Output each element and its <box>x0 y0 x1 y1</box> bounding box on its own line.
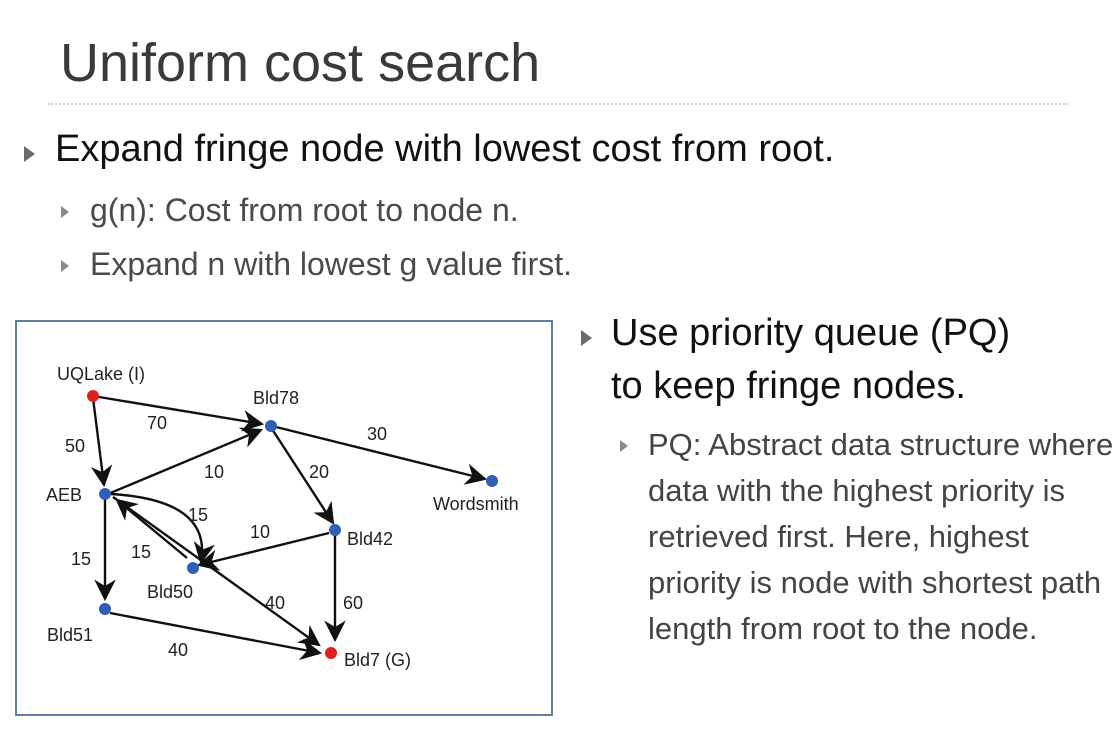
sub-bullet-expand-rule: Expand n with lowest g value first. <box>90 246 573 282</box>
node-bld42 <box>329 524 341 536</box>
edge-aeb-bld78 <box>107 427 263 496</box>
edge-aeb-bld50 <box>110 492 216 565</box>
edge-cost-label: 20 <box>309 462 329 482</box>
sub-bullet-triangle-icon <box>61 260 69 272</box>
node-label-uqlake: UQLake (I) <box>57 364 145 384</box>
node-aeb <box>99 488 111 500</box>
node-label-bld78: Bld78 <box>253 388 299 408</box>
edge-uqlake-aeb <box>90 397 113 488</box>
edge-bld78-bld42 <box>270 428 335 525</box>
node-label-aeb: AEB <box>46 485 82 505</box>
bullet-main: Expand fringe node with lowest cost from… <box>55 128 835 170</box>
edge-bld42-bld50 <box>196 531 330 571</box>
node-bld50 <box>187 562 199 574</box>
title-divider <box>48 103 1068 105</box>
sub-bullet-triangle-icon <box>61 206 69 218</box>
edge-cost-label: 30 <box>367 424 387 444</box>
bullet-triangle-icon <box>24 146 35 162</box>
sub-bullet-pq-description: PQ: Abstract data structure where data w… <box>648 427 1114 646</box>
node-label-bld42: Bld42 <box>347 529 393 549</box>
node-uqlake <box>87 390 99 402</box>
node-bld78 <box>265 420 277 432</box>
bullet-pq-line1: Use priority queue (PQ) <box>611 312 1011 354</box>
node-label-bld50: Bld50 <box>147 582 193 602</box>
bullet-triangle-icon <box>581 330 592 346</box>
edge-cost-label: 40 <box>168 640 188 660</box>
edge-cost-label: 50 <box>65 436 85 456</box>
edge-cost-label: 15 <box>71 549 91 569</box>
node-wordsmith <box>486 475 498 487</box>
node-label-bld51: Bld51 <box>47 625 93 645</box>
edge-cost-label: 60 <box>343 593 363 613</box>
node-bld51 <box>99 603 111 615</box>
graph-svg: UQLake (I) Bld78 Wordsmith AEB Bld42 Bld… <box>46 364 519 670</box>
edge-bld78-wordsmith <box>271 424 488 485</box>
node-label-bld7: Bld7 (G) <box>344 650 411 670</box>
edge-uqlake-bld78 <box>92 394 265 432</box>
edge-cost-label: 15 <box>131 542 151 562</box>
node-label-wordsmith: Wordsmith <box>433 494 519 514</box>
graph-figure: UQLake (I) Bld78 Wordsmith AEB Bld42 Bld… <box>15 320 553 716</box>
sub-bullet-g-definition: g(n): Cost from root to node n. <box>90 192 519 228</box>
edge-cost-label: 10 <box>250 522 270 542</box>
edge-aeb-bld7 <box>112 496 321 647</box>
edge-cost-label: 10 <box>204 462 224 482</box>
edge-bld51-bld7 <box>109 611 323 660</box>
bullet-pq-line2: to keep fringe nodes. <box>611 365 966 407</box>
slide-title: Uniform cost search <box>60 33 541 93</box>
edge-cost-label: 15 <box>188 505 208 525</box>
sub-bullet-triangle-icon <box>620 440 628 452</box>
edge-cost-label: 70 <box>147 413 167 433</box>
node-bld7 <box>325 647 337 659</box>
edge-cost-label: 40 <box>265 593 285 613</box>
